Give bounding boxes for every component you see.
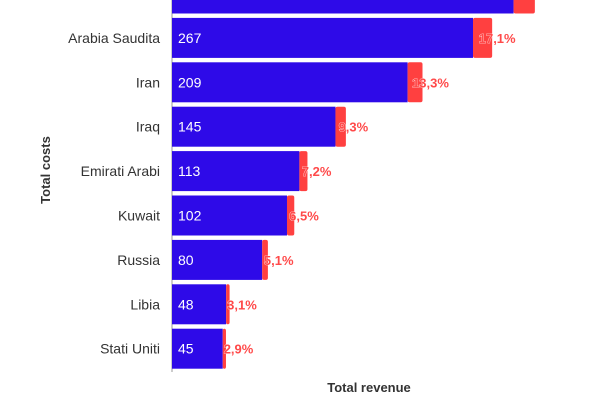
bar-percent bbox=[226, 284, 230, 325]
bar-value bbox=[172, 284, 227, 325]
bar-percent bbox=[286, 195, 295, 236]
percent-label: 17,1% bbox=[479, 31, 516, 46]
category-label: Russia bbox=[117, 252, 160, 268]
value-label: 80 bbox=[178, 252, 194, 268]
bar-percent bbox=[222, 328, 226, 369]
percent-label: 9,3% bbox=[339, 120, 369, 135]
x-axis-title: Total revenue bbox=[327, 380, 411, 395]
bar-value bbox=[172, 106, 336, 147]
bar-percent bbox=[473, 17, 493, 58]
bar-percent bbox=[513, 0, 535, 14]
category-label: Kuwait bbox=[118, 208, 160, 224]
percent-label: 5,1% bbox=[264, 253, 294, 268]
bar-percent bbox=[335, 106, 346, 147]
percent-label: 7,2% bbox=[302, 164, 332, 179]
bar-value bbox=[172, 195, 287, 236]
bar-value bbox=[172, 151, 300, 192]
bar-percent bbox=[262, 239, 268, 280]
percent-label: 2,9% bbox=[224, 342, 254, 357]
category-label: Iraq bbox=[136, 119, 160, 135]
category-label: Arabia Saudita bbox=[68, 30, 160, 46]
value-label: 145 bbox=[178, 119, 202, 135]
y-axis-title: Total costs bbox=[38, 136, 53, 204]
value-label: 45 bbox=[178, 341, 194, 357]
bar-value bbox=[172, 328, 223, 369]
percent-label: 13,3% bbox=[412, 75, 449, 90]
value-label: 48 bbox=[178, 296, 194, 312]
category-label: Stati Uniti bbox=[100, 341, 160, 357]
value-label: 209 bbox=[178, 74, 202, 90]
value-label: 267 bbox=[178, 30, 202, 46]
percent-label: 3,1% bbox=[227, 297, 257, 312]
bar-value bbox=[172, 17, 473, 58]
bar-value bbox=[172, 62, 408, 103]
category-label: Libia bbox=[130, 296, 160, 312]
value-label: 102 bbox=[178, 208, 202, 224]
percent-label: 6,5% bbox=[289, 209, 319, 224]
bar-percent bbox=[407, 62, 423, 103]
category-label: Iran bbox=[136, 74, 160, 90]
bar-percent bbox=[299, 151, 308, 192]
bar-value bbox=[172, 239, 263, 280]
value-label: 113 bbox=[178, 163, 201, 179]
category-label: Emirati Arabi bbox=[81, 163, 160, 179]
bar-value bbox=[172, 0, 514, 14]
